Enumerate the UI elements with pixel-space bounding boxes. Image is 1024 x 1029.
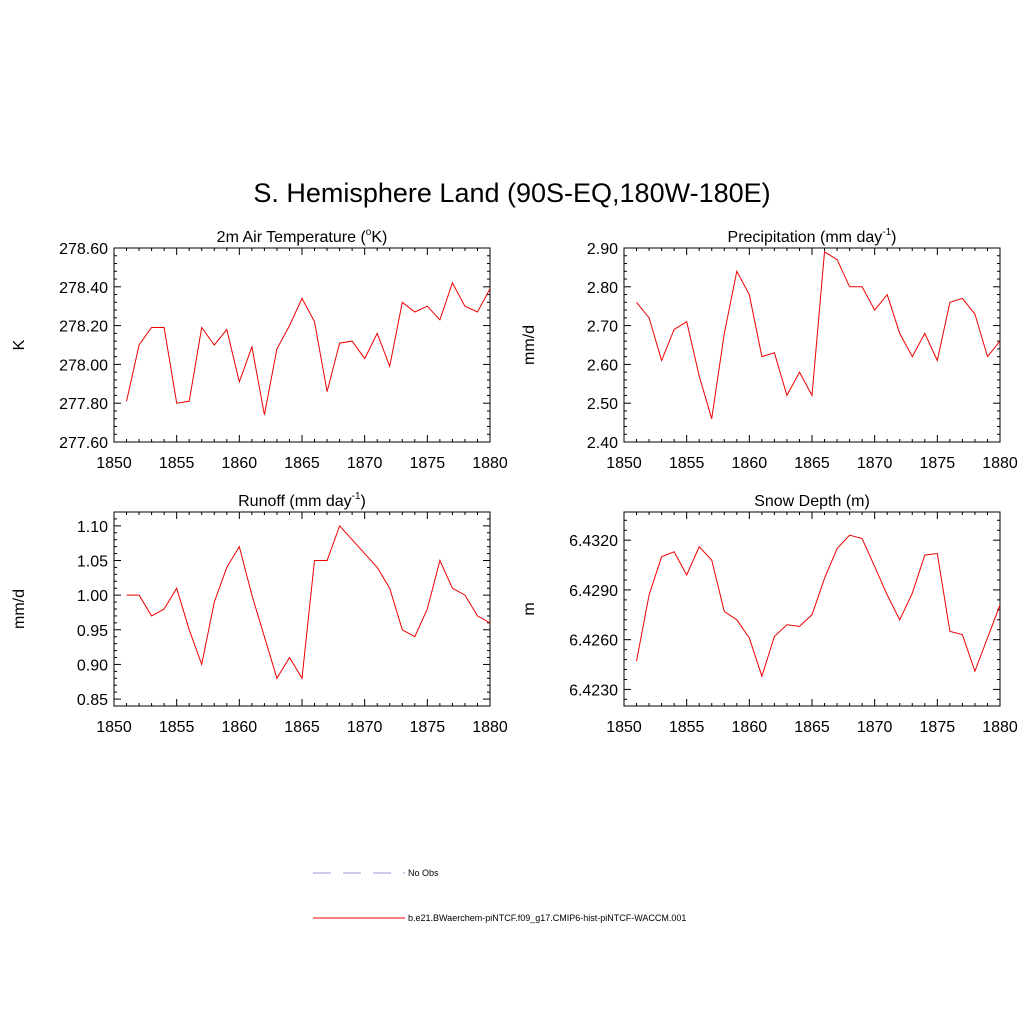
y-tick-label: 277.60 (59, 435, 108, 452)
x-tick-label: 1860 (732, 719, 768, 736)
x-tick-label: 1870 (347, 455, 383, 472)
x-tick-label: 1850 (96, 455, 132, 472)
panel-title: 2m Air Temperature (oK) (217, 227, 388, 246)
panel-title: Precipitation (mm day-1) (728, 227, 897, 246)
y-tick-label: 0.95 (77, 623, 108, 640)
x-tick-label: 1850 (606, 455, 642, 472)
y-tick-label: 278.40 (59, 280, 108, 297)
x-tick-label: 1855 (669, 455, 705, 472)
chart-panels: 1850 1855 1860 1865 1870 1875 1880 277.60 277.80… (11, 227, 1018, 736)
x-tick-label: 1850 (96, 719, 132, 736)
panel-4: 1850 1855 1860 1865 1870 1875 1880 6.4230 6.4260… (521, 493, 1018, 736)
y-axis-label: mm/d (521, 325, 538, 365)
x-tick-label: 1870 (347, 719, 383, 736)
panel-title: Runoff (mm day-1) (238, 491, 366, 510)
x-tick-label: 1880 (982, 719, 1018, 736)
series-line (636, 251, 1001, 419)
figure-title: S. Hemisphere Land (90S-EQ,180W-180E) (253, 178, 770, 208)
x-tick-label: 1870 (857, 455, 893, 472)
y-axis-label: mm/d (11, 589, 28, 629)
y-tick-label: 278.00 (59, 357, 108, 374)
panel-title: Snow Depth (m) (754, 493, 870, 510)
x-tick-label: 1855 (159, 455, 195, 472)
x-tick-label: 1880 (472, 719, 508, 736)
y-tick-label: 278.60 (59, 241, 108, 258)
y-tick-label: 6.4230 (569, 682, 618, 699)
y-tick-label: 1.10 (77, 519, 108, 536)
panel-2: 1850 1855 1860 1865 1870 1875 1880 2.40 2.50 2.60… (521, 227, 1018, 472)
x-tick-label: 1865 (284, 719, 320, 736)
x-tick-label: 1860 (222, 719, 258, 736)
y-tick-label: 6.4260 (569, 633, 618, 650)
x-tick-label: 1870 (857, 719, 893, 736)
plot-frame (623, 511, 1001, 707)
legend: No Obs b.e21.BWaerchem-piNTCF.f09_g17.CM… (313, 868, 686, 923)
y-tick-label: 2.60 (587, 357, 618, 374)
y-axis-label: K (11, 339, 28, 350)
x-tick-label: 1855 (159, 719, 195, 736)
x-tick-label: 1880 (472, 455, 508, 472)
y-tick-label: 2.40 (587, 435, 618, 452)
y-axis-label: m (521, 602, 538, 615)
y-tick-label: 1.00 (77, 588, 108, 605)
x-tick-label: 1875 (410, 455, 446, 472)
y-tick-label: 0.85 (77, 692, 108, 709)
legend-label-model: b.e21.BWaerchem-piNTCF.f09_g17.CMIP6-his… (408, 913, 686, 923)
series-line (126, 524, 491, 680)
x-tick-label: 1875 (920, 719, 956, 736)
y-tick-label: 2.90 (587, 241, 618, 258)
x-tick-label: 1880 (982, 455, 1018, 472)
y-tick-label: 2.70 (587, 319, 618, 336)
y-tick-label: 278.20 (59, 319, 108, 336)
x-tick-label: 1850 (606, 719, 642, 736)
series-line (126, 281, 491, 415)
y-tick-label: 1.05 (77, 554, 108, 571)
x-tick-label: 1860 (222, 455, 258, 472)
plot-frame (623, 247, 1001, 443)
x-tick-label: 1855 (669, 719, 705, 736)
x-tick-label: 1865 (794, 455, 830, 472)
y-tick-label: 277.80 (59, 396, 108, 413)
y-tick-label: 2.80 (587, 280, 618, 297)
y-tick-label: 2.50 (587, 396, 618, 413)
series-line (636, 534, 1001, 678)
x-tick-label: 1875 (920, 455, 956, 472)
y-tick-label: 6.4320 (569, 533, 618, 550)
x-tick-label: 1865 (284, 455, 320, 472)
panel-3: 1850 1855 1860 1865 1870 1875 1880 0.85 0.90 0.95… (11, 491, 508, 736)
y-tick-label: 0.90 (77, 657, 108, 674)
x-tick-label: 1865 (794, 719, 830, 736)
legend-label-no-obs: No Obs (408, 868, 439, 878)
panel-1: 1850 1855 1860 1865 1870 1875 1880 277.60 277.80… (11, 227, 508, 472)
y-tick-label: 6.4290 (569, 583, 618, 600)
plot-frame (113, 247, 491, 443)
x-tick-label: 1860 (732, 455, 768, 472)
x-tick-label: 1875 (410, 719, 446, 736)
